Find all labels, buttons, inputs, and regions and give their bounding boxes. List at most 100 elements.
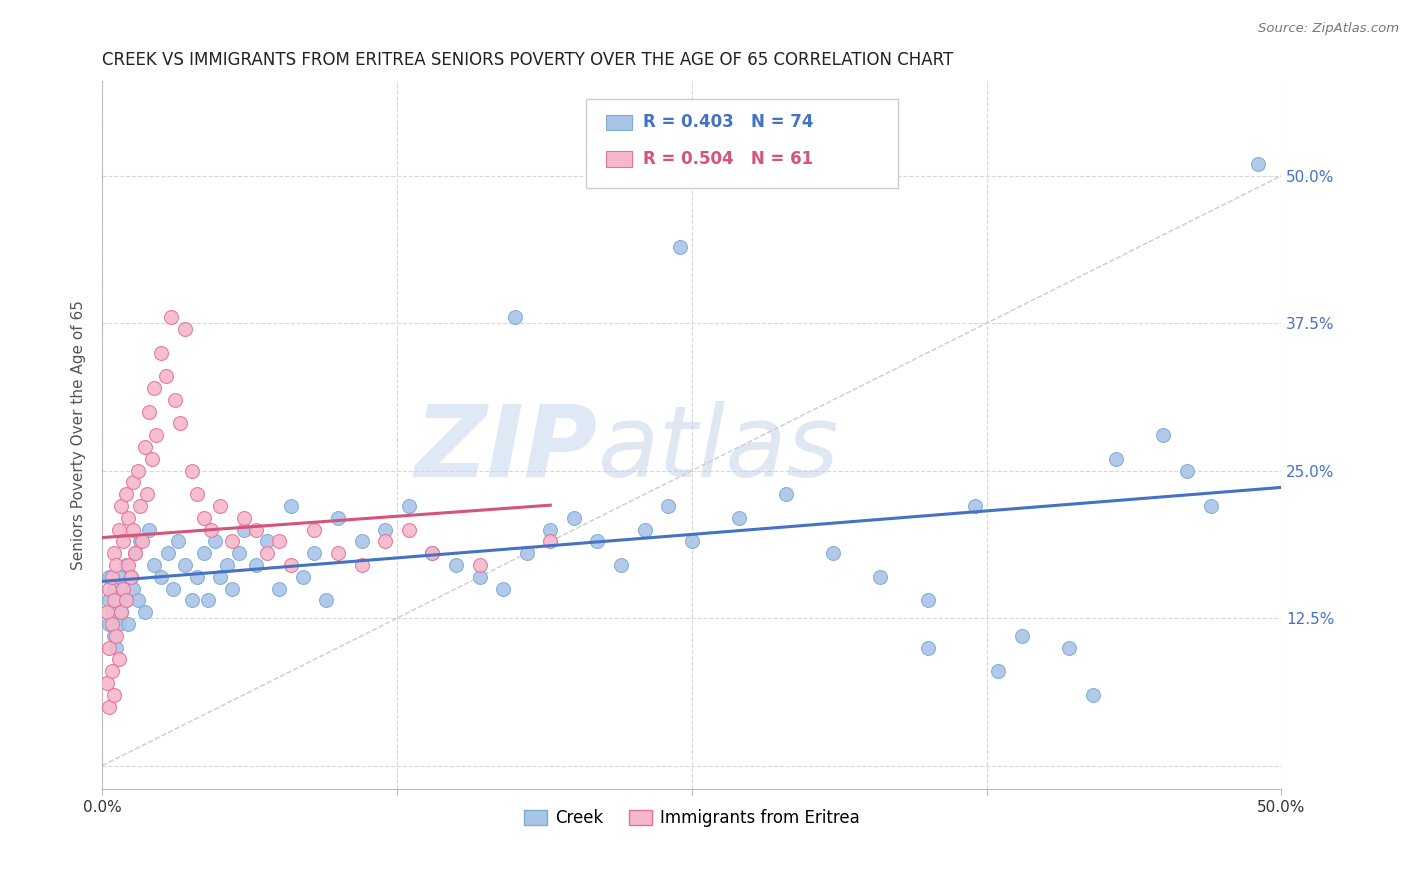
- Point: [150, 570, 173, 584]
- Point: [141, 451, 163, 466]
- Point: [134, 605, 156, 619]
- Point: [1011, 629, 1033, 643]
- Point: [105, 640, 128, 655]
- Point: [166, 534, 188, 549]
- Point: [110, 605, 132, 619]
- Point: [122, 475, 145, 490]
- Point: [114, 558, 136, 572]
- Point: [155, 369, 177, 384]
- Point: [186, 570, 208, 584]
- Legend: Creek, Immigrants from Eritrea: Creek, Immigrants from Eritrea: [517, 803, 866, 834]
- Point: [150, 345, 173, 359]
- Text: ZIP: ZIP: [415, 401, 598, 498]
- Point: [315, 593, 337, 607]
- Point: [169, 417, 191, 431]
- Point: [1153, 428, 1175, 442]
- Point: [538, 523, 561, 537]
- Point: [180, 464, 202, 478]
- Point: [103, 688, 125, 702]
- Point: [586, 534, 609, 549]
- Point: [122, 523, 145, 537]
- Point: [103, 546, 125, 560]
- Point: [987, 665, 1010, 679]
- Point: [374, 523, 396, 537]
- Point: [1247, 157, 1270, 171]
- Point: [100, 665, 122, 679]
- Point: [105, 558, 128, 572]
- Point: [107, 617, 129, 632]
- Point: [173, 558, 195, 572]
- Point: [374, 534, 396, 549]
- Point: [103, 582, 125, 596]
- Point: [350, 558, 373, 572]
- Point: [162, 582, 184, 596]
- Point: [122, 582, 145, 596]
- Point: [120, 570, 142, 584]
- Point: [228, 546, 250, 560]
- Point: [110, 605, 132, 619]
- Point: [157, 546, 180, 560]
- Point: [114, 593, 136, 607]
- Point: [193, 511, 215, 525]
- Point: [107, 652, 129, 666]
- Point: [256, 546, 278, 560]
- Point: [105, 593, 128, 607]
- Point: [963, 499, 986, 513]
- Point: [503, 310, 526, 325]
- Point: [110, 499, 132, 513]
- Point: [143, 381, 166, 395]
- Point: [209, 570, 232, 584]
- Point: [232, 511, 254, 525]
- Point: [114, 593, 136, 607]
- Point: [869, 570, 891, 584]
- Point: [291, 570, 314, 584]
- Point: [304, 523, 326, 537]
- Point: [120, 570, 142, 584]
- FancyBboxPatch shape: [586, 99, 898, 187]
- Point: [117, 558, 139, 572]
- Point: [98, 640, 121, 655]
- Point: [100, 605, 122, 619]
- Point: [422, 546, 444, 560]
- Point: [107, 523, 129, 537]
- Point: [129, 499, 152, 513]
- Point: [221, 582, 243, 596]
- Point: [100, 570, 122, 584]
- Point: [562, 511, 585, 525]
- Point: [98, 582, 121, 596]
- Point: [112, 582, 135, 596]
- Point: [186, 487, 208, 501]
- Point: [221, 534, 243, 549]
- Point: [98, 617, 121, 632]
- Point: [304, 546, 326, 560]
- Y-axis label: Seniors Poverty Over the Age of 65: Seniors Poverty Over the Age of 65: [72, 301, 86, 570]
- Point: [143, 558, 166, 572]
- Point: [444, 558, 467, 572]
- Point: [193, 546, 215, 560]
- Bar: [606, 152, 631, 167]
- Point: [124, 546, 146, 560]
- Point: [1199, 499, 1222, 513]
- Point: [103, 629, 125, 643]
- Point: [468, 570, 491, 584]
- Point: [267, 582, 290, 596]
- Point: [657, 499, 679, 513]
- Point: [138, 523, 160, 537]
- Point: [775, 487, 797, 501]
- Point: [728, 511, 751, 525]
- Text: atlas: atlas: [598, 401, 839, 498]
- Point: [200, 523, 222, 537]
- Point: [98, 699, 121, 714]
- Point: [107, 570, 129, 584]
- Point: [823, 546, 845, 560]
- Point: [1175, 464, 1198, 478]
- Point: [136, 487, 159, 501]
- Point: [538, 534, 561, 549]
- Point: [96, 676, 118, 690]
- Point: [232, 523, 254, 537]
- Point: [180, 593, 202, 607]
- Text: Source: ZipAtlas.com: Source: ZipAtlas.com: [1258, 22, 1399, 36]
- Point: [492, 582, 515, 596]
- Point: [669, 239, 692, 253]
- Point: [610, 558, 633, 572]
